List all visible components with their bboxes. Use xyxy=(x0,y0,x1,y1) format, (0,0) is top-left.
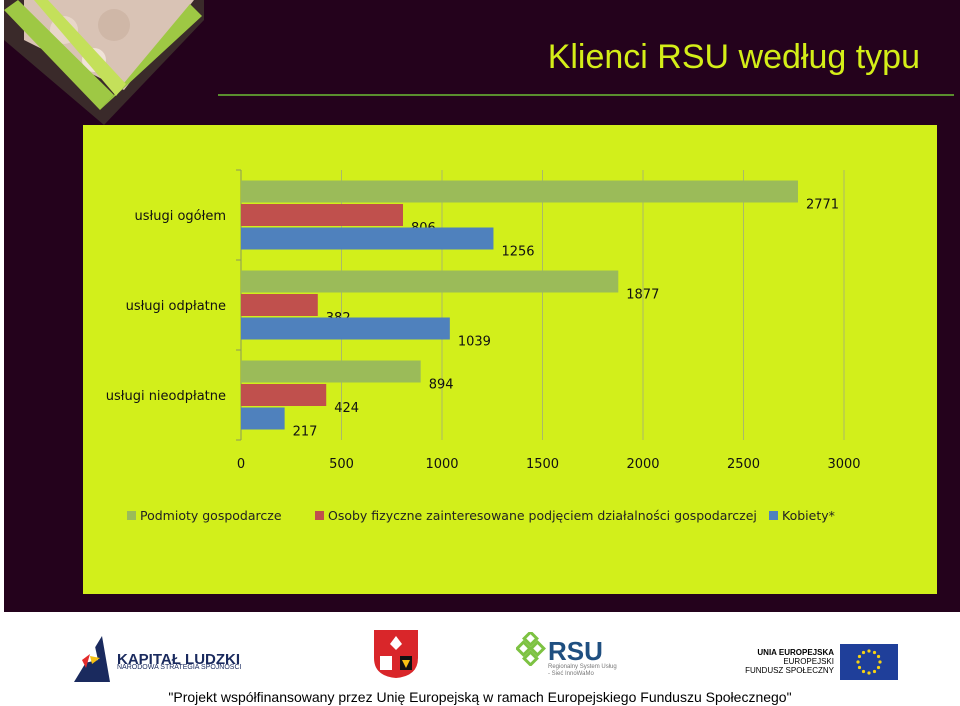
legend-label: Kobiety* xyxy=(782,508,835,523)
eu-line2: EUROPEJSKI xyxy=(783,657,834,666)
bar xyxy=(241,227,494,250)
kapital-ludzki-logo xyxy=(74,636,110,682)
legend-label: Podmioty gospodarcze xyxy=(140,508,282,523)
x-tick-label: 0 xyxy=(237,457,245,472)
bar xyxy=(241,204,404,226)
page-title: Klienci RSU według typu xyxy=(547,38,920,76)
eu-star xyxy=(861,650,866,655)
bar xyxy=(241,384,327,406)
category-label: usługi ogółem xyxy=(135,209,226,224)
data-label: 894 xyxy=(429,378,454,393)
kapital-ludzki-label: KAPITAŁ LUDZKI xyxy=(117,651,241,668)
eu-star xyxy=(856,660,860,664)
eu-star xyxy=(872,669,877,674)
bar xyxy=(241,360,421,383)
data-label: 2771 xyxy=(806,198,839,213)
eu-star xyxy=(876,654,881,659)
coat-of-arms xyxy=(374,630,418,678)
eu-line3: FUNDUSZ SPOŁECZNY xyxy=(745,666,834,675)
header-decoration xyxy=(4,0,204,125)
data-label: 1039 xyxy=(458,335,491,350)
chart-area: 27718061256usługi ogółem18773821039usług… xyxy=(83,125,937,594)
x-tick-label: 1500 xyxy=(526,457,559,472)
eu-star xyxy=(857,654,862,659)
x-tick-label: 1000 xyxy=(425,457,458,472)
eu-star xyxy=(872,650,877,655)
rsu-sub-line1: Regionalny System Usług xyxy=(548,664,617,670)
bar xyxy=(241,294,318,316)
category-label: usługi nieodpłatne xyxy=(106,389,226,404)
legend-label: Osoby fizyczne zainteresowane podjęciem … xyxy=(328,508,757,523)
kapital-ludzki-sub: NARODOWA STRATEGIA SPÓJNOŚCI xyxy=(117,664,242,671)
rsu-label: RSU xyxy=(548,636,603,666)
eu-star xyxy=(861,669,866,674)
eu-star xyxy=(857,665,862,670)
bar-chart: 27718061256usługi ogółem18773821039usług… xyxy=(106,169,861,523)
legend-swatch xyxy=(315,511,324,520)
eu-star xyxy=(867,671,871,675)
rsu-logo xyxy=(516,632,546,666)
eu-flag xyxy=(840,644,898,680)
eu-star xyxy=(876,665,881,670)
category-label: usługi odpłatne xyxy=(126,299,226,314)
data-label: 1877 xyxy=(626,288,659,303)
rsu-sub-line2: - Sieć InnoWaMo xyxy=(548,671,594,677)
data-label: 424 xyxy=(334,401,359,416)
x-tick-label: 3000 xyxy=(827,457,860,472)
rsu-sub: Regionalny System Usług - Sieć InnoWaMo xyxy=(548,664,617,678)
cofinancing-note: "Projekt współfinansowany przez Unię Eur… xyxy=(168,689,792,705)
legend-swatch xyxy=(127,511,136,520)
eu-label: UNIA EUROPEJSKA EUROPEJSKI FUNDUSZ SPOŁE… xyxy=(730,648,834,675)
bar xyxy=(241,407,285,430)
legend-swatch xyxy=(769,511,778,520)
eu-star xyxy=(867,649,871,653)
footer xyxy=(0,612,960,706)
x-tick-label: 500 xyxy=(329,457,354,472)
bar xyxy=(241,317,450,340)
x-tick-label: 2500 xyxy=(727,457,760,472)
eu-star xyxy=(878,660,882,664)
data-label: 1256 xyxy=(501,245,534,260)
title-divider xyxy=(218,94,954,96)
bar xyxy=(241,180,798,203)
eu-line1: UNIA EUROPEJSKA xyxy=(757,648,834,657)
x-tick-label: 2000 xyxy=(626,457,659,472)
bar xyxy=(241,270,619,293)
data-label: 217 xyxy=(293,425,318,440)
